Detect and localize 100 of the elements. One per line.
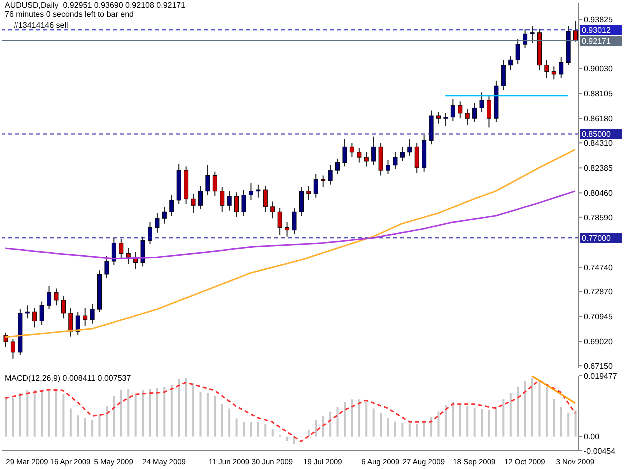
bar bbox=[62, 394, 65, 437]
bar bbox=[156, 388, 158, 437]
bar bbox=[322, 416, 324, 437]
bar bbox=[553, 399, 556, 437]
bar bbox=[55, 390, 58, 437]
bar bbox=[5, 398, 7, 437]
bar bbox=[26, 390, 29, 437]
candlestick bbox=[263, 186, 268, 213]
candlestick bbox=[119, 238, 124, 260]
bar bbox=[236, 418, 238, 437]
candlestick bbox=[552, 66, 556, 80]
y-tick-label: 0.82385 bbox=[584, 164, 614, 173]
candlestick bbox=[350, 142, 354, 158]
candlestick bbox=[285, 222, 290, 238]
bar bbox=[170, 384, 173, 437]
candlestick bbox=[278, 208, 282, 236]
candlestick bbox=[559, 57, 564, 79]
y-tick-label: 0.84310 bbox=[584, 138, 614, 148]
bar bbox=[416, 424, 418, 437]
candlestick bbox=[227, 190, 232, 212]
y-tick-label: 0.019477 bbox=[584, 372, 618, 381]
y-tick-label: -0.00454 bbox=[584, 446, 616, 456]
candlestick bbox=[544, 60, 550, 79]
chart-title: AUDUSD,Daily 0.92951 0.93690 0.92108 0.92171 bbox=[5, 1, 186, 11]
bar bbox=[408, 424, 411, 437]
bar bbox=[228, 408, 231, 437]
bar bbox=[481, 409, 484, 437]
bar bbox=[106, 406, 108, 437]
y-tick-label: 0.88105 bbox=[584, 90, 614, 99]
bar bbox=[402, 423, 404, 437]
candlestick bbox=[212, 171, 218, 198]
candlestick bbox=[32, 308, 38, 328]
y-tick-label: 0.72870 bbox=[584, 288, 614, 297]
bar bbox=[92, 420, 94, 437]
candlestick bbox=[501, 60, 506, 91]
bar bbox=[423, 422, 426, 437]
candlestick bbox=[508, 56, 514, 72]
bar bbox=[134, 394, 137, 437]
annotation: 76 minutes 0 seconds left to bar end bbox=[5, 10, 134, 20]
bar bbox=[221, 404, 224, 437]
bar bbox=[336, 407, 339, 437]
line-series bbox=[531, 376, 576, 404]
candlestick bbox=[436, 112, 441, 124]
bar bbox=[538, 380, 541, 437]
bar bbox=[466, 406, 469, 437]
candlestick bbox=[155, 212, 160, 234]
bar bbox=[532, 378, 534, 437]
bar bbox=[192, 383, 195, 437]
bar bbox=[286, 436, 288, 442]
bar bbox=[206, 393, 209, 437]
bar bbox=[200, 392, 202, 437]
candlestick bbox=[292, 208, 297, 235]
candlestick bbox=[90, 304, 95, 324]
bar bbox=[546, 386, 548, 437]
bar bbox=[330, 412, 332, 437]
candlestick bbox=[140, 236, 146, 268]
candlestick bbox=[54, 288, 59, 306]
bar bbox=[185, 378, 188, 437]
candlestick bbox=[336, 158, 340, 175]
candlestick bbox=[378, 142, 384, 176]
candlestick bbox=[414, 142, 420, 174]
bar bbox=[272, 429, 274, 437]
candlestick bbox=[523, 28, 528, 49]
candlestick bbox=[486, 96, 492, 128]
y-tick-label: 0.86180 bbox=[584, 114, 614, 124]
candlestick bbox=[342, 138, 348, 168]
bar bbox=[41, 390, 44, 437]
bar bbox=[358, 400, 360, 437]
candlestick bbox=[480, 92, 484, 113]
bar bbox=[502, 399, 505, 437]
bar bbox=[366, 402, 368, 437]
candlestick bbox=[47, 286, 52, 310]
candlestick bbox=[270, 201, 276, 220]
bar bbox=[19, 393, 22, 437]
ref-line-label: 0.85000 bbox=[582, 130, 612, 140]
bar bbox=[315, 420, 318, 437]
candlestick bbox=[306, 186, 312, 201]
bar bbox=[264, 424, 267, 437]
y-tick-label: 0.93825 bbox=[584, 15, 614, 24]
bar bbox=[128, 389, 130, 437]
bar bbox=[149, 389, 152, 437]
bar bbox=[257, 422, 260, 437]
bar bbox=[70, 408, 72, 437]
bar bbox=[459, 404, 462, 437]
candlestick bbox=[248, 183, 254, 201]
bar bbox=[34, 390, 36, 437]
bar bbox=[48, 390, 50, 437]
y-tick-label: 0.74740 bbox=[584, 263, 614, 272]
candlestick bbox=[530, 26, 535, 44]
bar bbox=[452, 402, 454, 437]
bar bbox=[517, 386, 520, 437]
ref-line-label: 0.92171 bbox=[582, 37, 612, 46]
candlestick bbox=[472, 102, 478, 123]
candlestick bbox=[206, 164, 210, 196]
bar bbox=[488, 410, 490, 437]
candlestick bbox=[444, 112, 448, 127]
bar bbox=[560, 407, 562, 437]
candlestick bbox=[198, 186, 203, 210]
candlestick bbox=[191, 193, 196, 214]
bar bbox=[438, 412, 440, 437]
